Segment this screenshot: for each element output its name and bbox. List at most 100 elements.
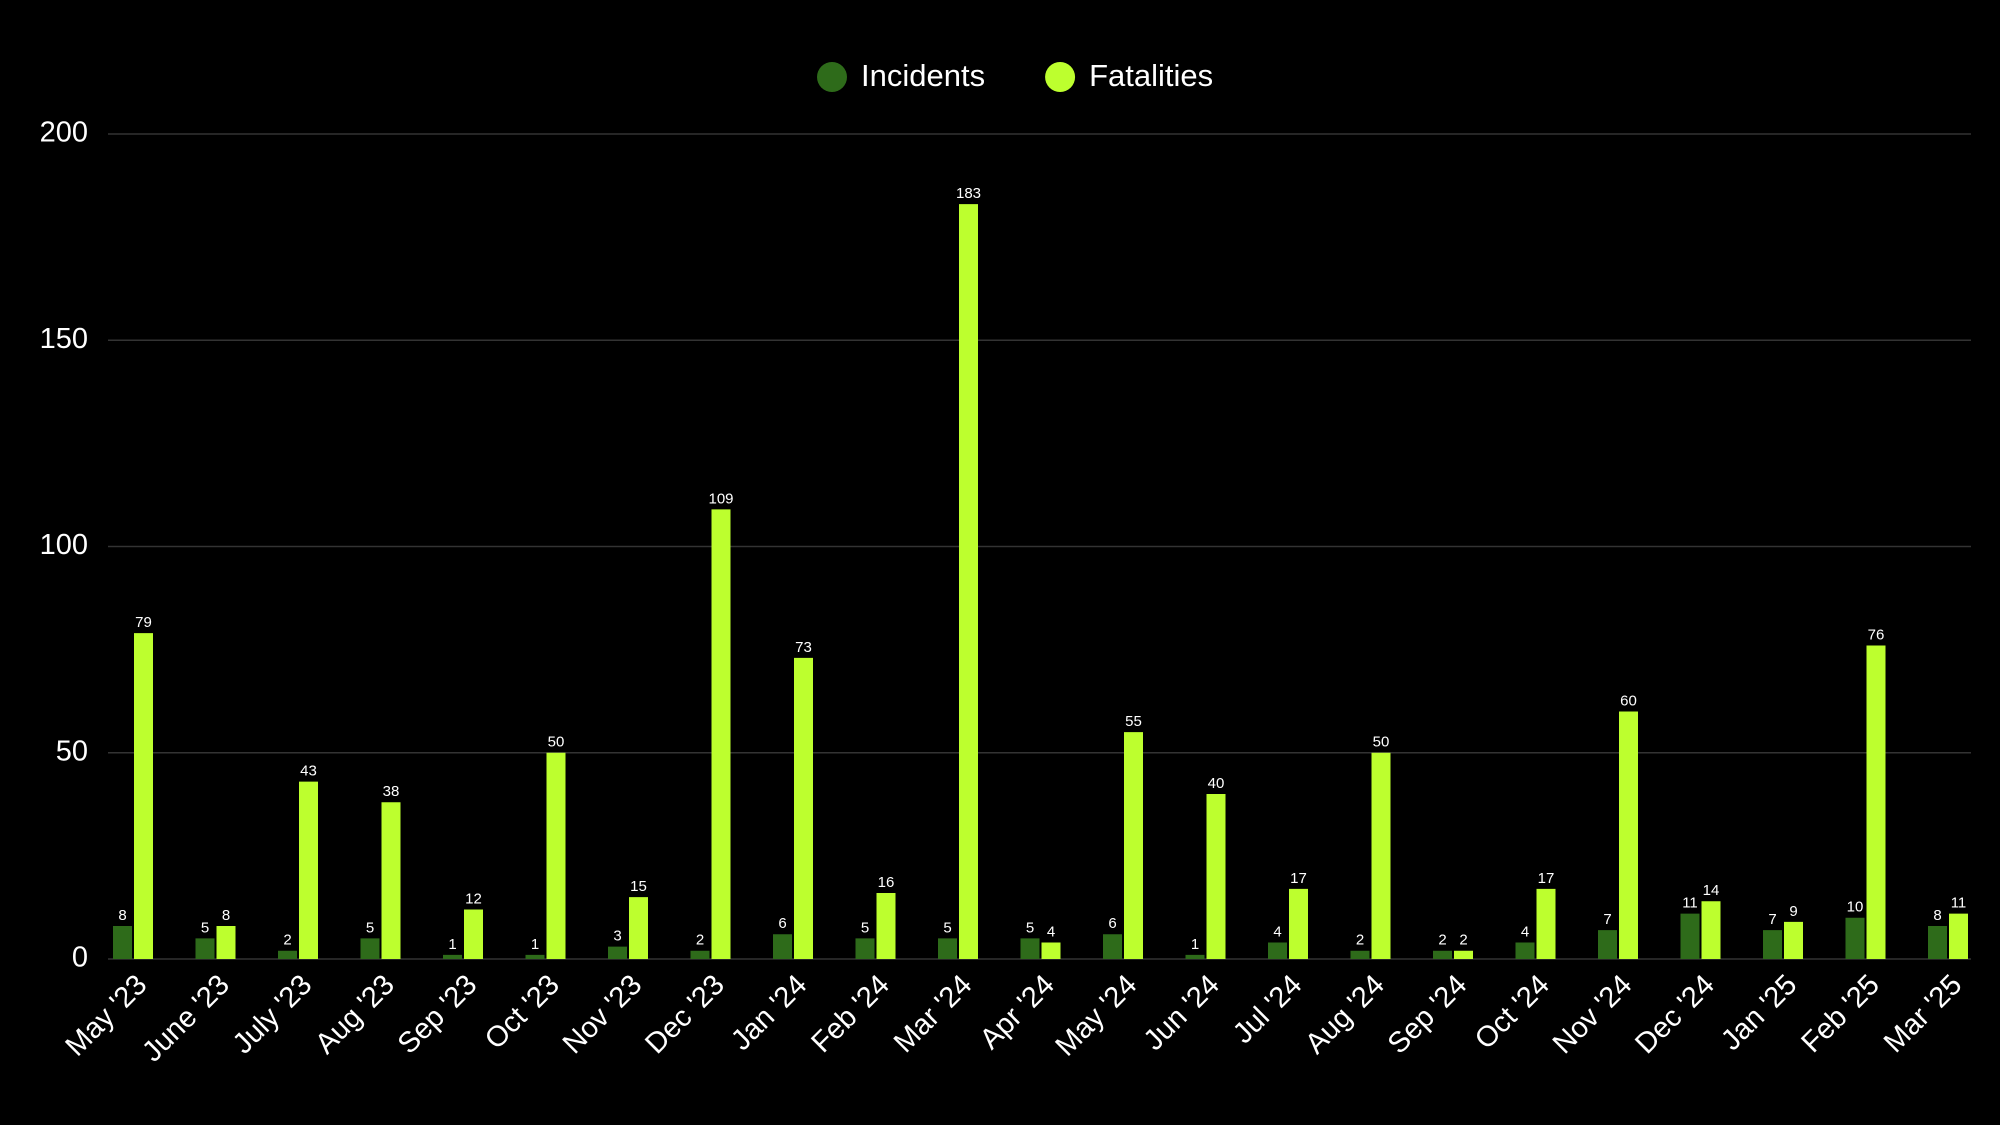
value-label: 15 xyxy=(630,878,647,895)
bar xyxy=(1124,732,1143,959)
value-label: 5 xyxy=(861,919,869,936)
value-label: 17 xyxy=(1290,870,1307,887)
value-label: 10 xyxy=(1847,899,1864,916)
value-label: 55 xyxy=(1125,713,1142,730)
bar xyxy=(629,897,648,959)
bar xyxy=(1350,950,1370,959)
value-label: 40 xyxy=(1208,775,1225,792)
value-label: 17 xyxy=(1538,870,1555,887)
bar xyxy=(794,657,813,959)
value-label: 73 xyxy=(795,639,812,656)
bar xyxy=(546,752,566,959)
bar xyxy=(443,954,462,959)
value-label: 6 xyxy=(778,915,786,932)
value-label: 8 xyxy=(118,907,126,924)
bar xyxy=(1784,921,1803,959)
bar xyxy=(1866,645,1886,959)
bar xyxy=(690,950,710,959)
bar xyxy=(1041,942,1061,959)
value-label: 5 xyxy=(366,919,374,936)
value-label: 4 xyxy=(1521,923,1529,940)
value-label: 16 xyxy=(878,874,895,891)
bar xyxy=(278,950,297,959)
bar xyxy=(1020,938,1040,959)
value-label: 1 xyxy=(1191,936,1199,953)
legend-marker xyxy=(1045,62,1076,92)
value-label: 76 xyxy=(1868,626,1885,643)
value-label: 2 xyxy=(1459,932,1467,949)
bar xyxy=(1515,942,1535,959)
bar xyxy=(1103,934,1122,959)
legend-label: Fatalities xyxy=(1089,58,1213,93)
bar xyxy=(216,926,236,959)
bar xyxy=(299,781,318,959)
value-label: 109 xyxy=(708,490,733,507)
bar xyxy=(195,938,215,959)
bar xyxy=(1289,888,1308,959)
bar xyxy=(1268,942,1287,959)
bar xyxy=(113,926,132,959)
value-label: 7 xyxy=(1603,911,1611,928)
bar xyxy=(608,946,627,959)
bar xyxy=(134,633,153,959)
bar xyxy=(1928,926,1947,959)
value-label: 7 xyxy=(1768,911,1776,928)
value-label: 79 xyxy=(135,614,152,631)
value-label: 4 xyxy=(1047,923,1055,940)
value-label: 43 xyxy=(300,763,317,780)
bar xyxy=(938,938,957,959)
y-tick-label: 50 xyxy=(56,735,88,767)
bar xyxy=(773,934,792,959)
legend-label: Incidents xyxy=(861,58,985,93)
value-label: 12 xyxy=(465,890,482,907)
bar xyxy=(1845,917,1865,959)
value-label: 5 xyxy=(943,919,951,936)
value-label: 5 xyxy=(1026,919,1034,936)
value-label: 9 xyxy=(1789,903,1797,920)
y-tick-label: 200 xyxy=(40,117,88,149)
bar xyxy=(1680,913,1700,959)
value-label: 8 xyxy=(1933,907,1941,924)
bar xyxy=(711,509,731,959)
value-label: 183 xyxy=(956,185,981,202)
bar xyxy=(525,954,545,959)
value-label: 3 xyxy=(613,928,621,945)
value-label: 14 xyxy=(1703,882,1720,899)
value-label: 38 xyxy=(383,783,400,800)
value-label: 50 xyxy=(1373,734,1390,751)
bar xyxy=(855,938,875,959)
value-label: 11 xyxy=(1682,895,1698,912)
bar xyxy=(1536,888,1556,959)
bar xyxy=(381,802,401,959)
y-tick-label: 0 xyxy=(72,942,88,974)
value-label: 4 xyxy=(1273,923,1281,940)
bar xyxy=(1619,711,1638,959)
y-tick-label: 100 xyxy=(40,529,88,561)
value-label: 5 xyxy=(201,919,209,936)
value-label: 11 xyxy=(1951,895,1967,912)
value-label: 1 xyxy=(448,936,456,953)
bar xyxy=(1454,950,1473,959)
value-label: 2 xyxy=(1356,932,1364,949)
bar xyxy=(1206,794,1226,959)
bar xyxy=(1701,901,1721,959)
value-label: 8 xyxy=(222,907,230,924)
bar xyxy=(876,893,896,959)
value-label: 2 xyxy=(283,932,291,949)
y-tick-label: 150 xyxy=(40,323,88,355)
bar xyxy=(1433,950,1452,959)
value-label: 50 xyxy=(548,734,565,751)
value-label: 60 xyxy=(1620,692,1637,709)
value-label: 6 xyxy=(1108,915,1116,932)
bar xyxy=(360,938,380,959)
bar xyxy=(1949,913,1968,959)
bar xyxy=(959,204,978,959)
bar xyxy=(1185,954,1205,959)
bar xyxy=(464,909,483,959)
bar xyxy=(1371,752,1391,959)
value-label: 2 xyxy=(696,932,704,949)
legend-marker xyxy=(817,62,847,92)
value-label: 1 xyxy=(531,936,539,953)
